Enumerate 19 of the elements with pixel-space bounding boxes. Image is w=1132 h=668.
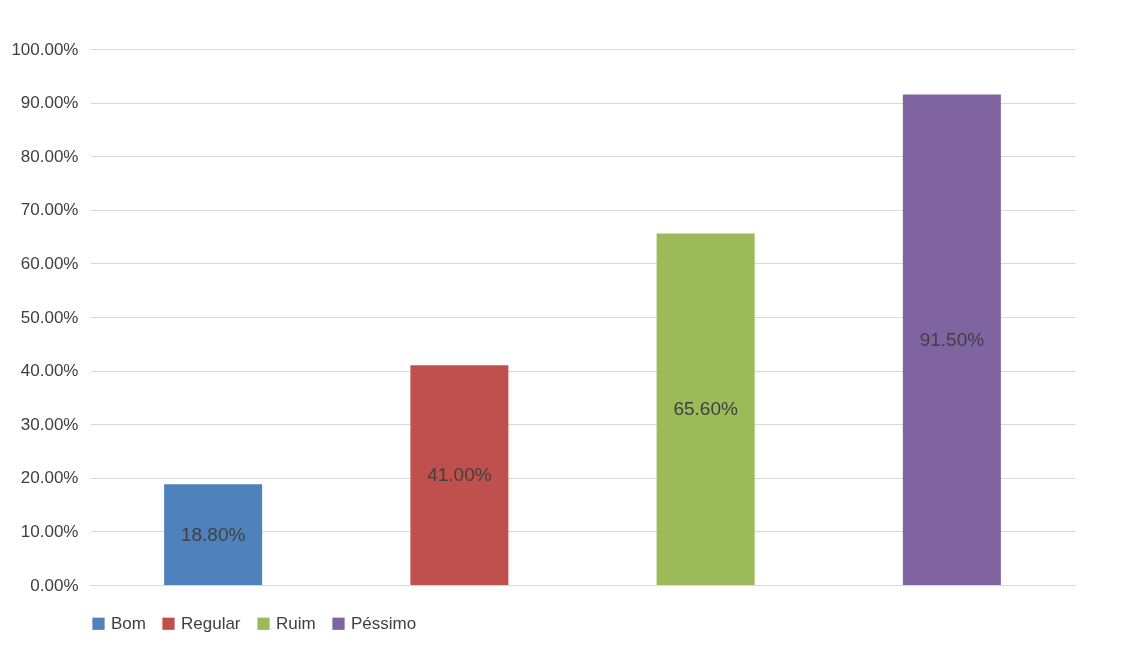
y-tick-label: 10.00% bbox=[20, 521, 79, 541]
y-tick-label: 100.00% bbox=[11, 39, 79, 59]
y-tick-label: 50.00% bbox=[20, 307, 79, 327]
data-label: 41.00% bbox=[427, 464, 492, 486]
legend-label: Péssimo bbox=[351, 613, 417, 633]
legend-label: Bom bbox=[111, 613, 146, 633]
y-tick-label: 70.00% bbox=[20, 200, 79, 220]
y-tick-label: 30.00% bbox=[20, 414, 79, 434]
data-label: 65.60% bbox=[673, 398, 738, 420]
legend-label: Regular bbox=[181, 613, 241, 633]
y-tick-label: 20.00% bbox=[20, 468, 79, 488]
y-tick-label: 80.00% bbox=[20, 146, 79, 166]
y-tick-label: 60.00% bbox=[20, 253, 79, 273]
data-label: 91.50% bbox=[919, 328, 985, 350]
y-tick-label: 90.00% bbox=[20, 93, 79, 113]
data-label: 18.80% bbox=[180, 523, 246, 545]
legend-label: Ruim bbox=[276, 613, 316, 633]
y-tick-label: 40.00% bbox=[20, 361, 79, 381]
y-tick-label: 0.00% bbox=[30, 575, 79, 595]
